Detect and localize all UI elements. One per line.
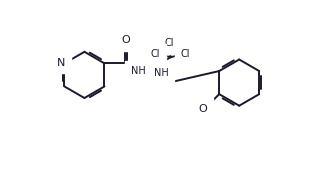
Text: NH: NH xyxy=(154,68,169,78)
Text: Cl: Cl xyxy=(150,49,160,59)
Text: N: N xyxy=(57,58,66,68)
Text: O: O xyxy=(199,104,207,114)
Text: Cl: Cl xyxy=(164,38,174,48)
Text: O: O xyxy=(121,35,130,45)
Text: NH: NH xyxy=(131,66,146,76)
Text: Cl: Cl xyxy=(181,49,190,59)
